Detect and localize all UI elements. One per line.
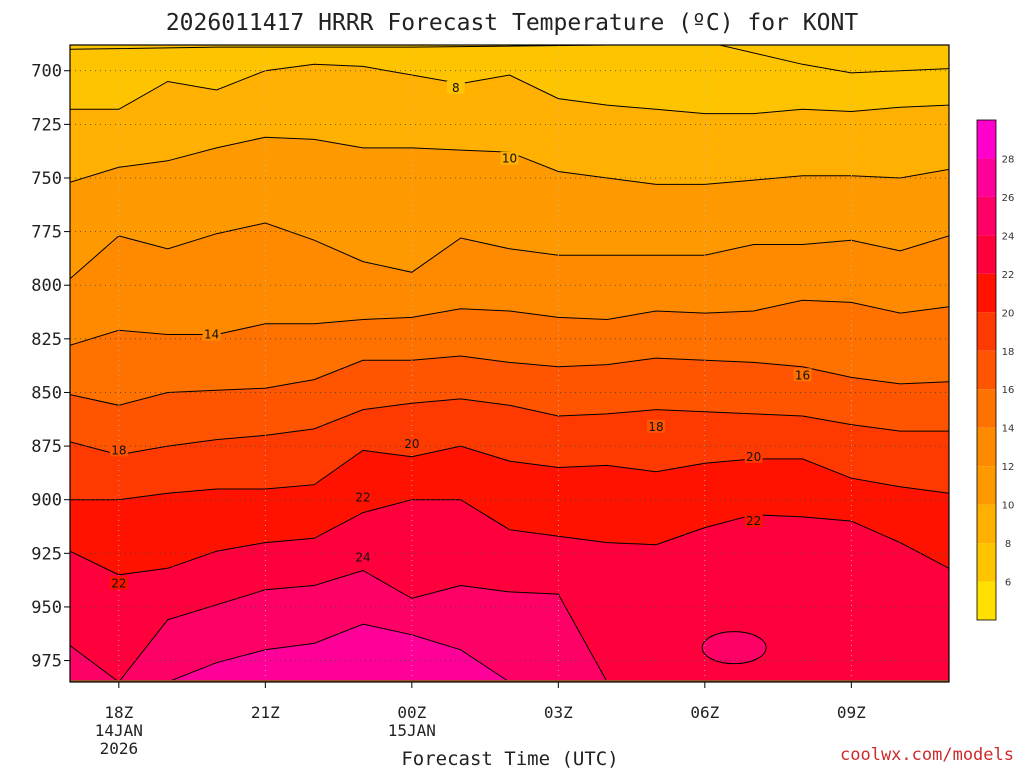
colorbar-label: 14	[1002, 424, 1015, 435]
y-tick-label: 700	[31, 62, 62, 82]
colorbar-label: 28	[1002, 154, 1015, 165]
colorbar-swatch	[977, 235, 996, 274]
contour-label: 8	[452, 81, 460, 95]
x-axis-title: Forecast Time (UTC)	[401, 748, 618, 768]
ground-surface	[70, 680, 949, 682]
contour-label: 22	[746, 514, 761, 528]
temperature-bands	[70, 45, 949, 682]
colorbar-swatch	[977, 466, 996, 505]
colorbar-label: 8	[1005, 539, 1011, 550]
plot-area: 8 10 14 16 18 18 20 20 22 22 22 24	[70, 45, 949, 682]
colorbar-label: 10	[1002, 501, 1015, 512]
contour-label-background	[202, 327, 221, 341]
colorbar-swatch	[977, 120, 996, 159]
colorbar-label: 12	[1002, 462, 1015, 473]
contour-label: 22	[111, 576, 126, 590]
grid-lines	[70, 45, 949, 682]
contour-label-background	[109, 576, 128, 590]
y-tick-label: 975	[31, 652, 62, 672]
contour-label: 20	[746, 450, 761, 464]
colorbar-label: 20	[1002, 308, 1015, 319]
contour-label: 18	[648, 420, 663, 434]
y-tick-label: 875	[31, 437, 62, 457]
contour-line	[70, 398, 949, 456]
colorbar-swatch	[977, 158, 996, 197]
colorbar-label: 22	[1002, 270, 1015, 281]
colorbar-swatch	[977, 427, 996, 467]
contour-label-background	[354, 550, 372, 564]
contour-label: 22	[355, 491, 370, 505]
colorbar-swatch	[977, 543, 996, 582]
y-tick-label: 900	[31, 491, 62, 511]
colorbar-label: 26	[1002, 193, 1015, 204]
contour-label-background	[500, 151, 519, 165]
contour-line	[70, 445, 949, 501]
contour-line	[70, 222, 949, 280]
x-tick-label: 09Z	[837, 703, 866, 722]
y-tick-label: 825	[31, 330, 62, 350]
x-tick-label: 18Z	[104, 703, 133, 722]
contour-line	[70, 569, 949, 682]
contour-labels: 8 10 14 16 18 18 20 20 22 22 22 24	[109, 80, 812, 590]
colorbar-label: 24	[1002, 231, 1015, 242]
contour-label-background	[354, 490, 372, 504]
colorbar-swatch	[977, 196, 996, 236]
contour-label-background	[647, 419, 665, 433]
x-tick-label: 2026	[100, 739, 139, 758]
chart-title: 2026011417 HRRR Forecast Temperature (ºC…	[166, 10, 859, 36]
colorbar-swatch	[977, 504, 996, 544]
colorbar-swatch	[977, 273, 996, 313]
colorbar-swatch	[977, 350, 996, 390]
contour-label: 14	[204, 328, 219, 342]
contour-label-background	[402, 436, 421, 450]
y-tick-label: 775	[31, 223, 62, 243]
contour-line	[70, 499, 949, 576]
contour-line	[70, 355, 949, 406]
contour-label: 20	[404, 437, 419, 451]
x-tick-label: 21Z	[251, 703, 280, 722]
x-tick-label: 15JAN	[388, 721, 436, 740]
x-tick-label: 06Z	[690, 703, 719, 722]
contour-line	[70, 623, 949, 682]
temperature-band	[70, 624, 949, 682]
x-tick-label: 14JAN	[95, 721, 143, 740]
colorbar-swatch	[977, 581, 996, 620]
contour-label-background	[446, 80, 465, 94]
contour-label: 18	[111, 443, 126, 457]
contour-label: 10	[502, 152, 517, 166]
contour-label-background	[744, 449, 763, 463]
contour-line	[70, 45, 608, 50]
x-tick-label: 03Z	[544, 703, 573, 722]
y-tick-label: 800	[31, 276, 62, 296]
y-tick-label: 850	[31, 383, 62, 403]
credit-text: coolwx.com/models	[840, 745, 1014, 765]
plot-frame	[69, 44, 950, 683]
colorbar-swatch	[977, 389, 996, 428]
contour-line	[70, 63, 949, 115]
y-tick-label: 950	[31, 598, 62, 618]
x-tick-label: 00Z	[397, 703, 426, 722]
colorbar: 6 8 10 12 14 16 18 20 22 24 26 28	[976, 119, 1015, 621]
contour-label-background	[793, 368, 812, 382]
contour-label: 16	[795, 368, 810, 382]
y-tick-label: 925	[31, 544, 62, 564]
colorbar-swatch	[977, 312, 996, 351]
y-tick-label: 725	[31, 115, 62, 135]
contour-label-background	[744, 514, 763, 528]
contour-label: 24	[355, 551, 370, 565]
y-tick-label: 750	[31, 169, 62, 189]
temperature-band	[701, 631, 767, 665]
colorbar-label: 16	[1002, 385, 1015, 396]
contour-label-background	[109, 443, 128, 457]
colorbar-frame	[976, 119, 997, 621]
colorbar-label: 18	[1002, 347, 1015, 358]
y-axis: 700 725 750 775 800 825 850 875 900 925 950 975	[31, 62, 70, 672]
colorbar-label: 6	[1005, 578, 1011, 589]
